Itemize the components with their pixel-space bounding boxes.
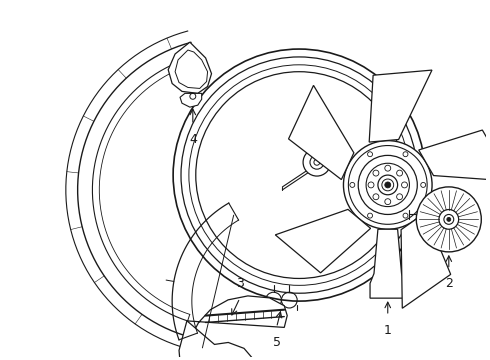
- Polygon shape: [188, 296, 287, 337]
- Circle shape: [303, 148, 331, 176]
- Circle shape: [447, 217, 451, 221]
- Text: 2: 2: [445, 278, 453, 291]
- Circle shape: [378, 175, 397, 195]
- Polygon shape: [168, 42, 212, 93]
- Text: 5: 5: [272, 336, 280, 348]
- Polygon shape: [179, 321, 261, 360]
- Circle shape: [173, 49, 425, 301]
- Circle shape: [385, 182, 391, 188]
- Polygon shape: [180, 93, 202, 107]
- Circle shape: [358, 156, 417, 215]
- Polygon shape: [369, 70, 432, 142]
- Circle shape: [343, 141, 432, 229]
- Text: 4: 4: [189, 133, 197, 146]
- Polygon shape: [419, 130, 490, 181]
- Polygon shape: [289, 85, 354, 180]
- Polygon shape: [401, 213, 451, 308]
- Text: 3: 3: [236, 277, 244, 290]
- Polygon shape: [370, 229, 406, 298]
- Text: 1: 1: [384, 324, 392, 337]
- Polygon shape: [275, 210, 370, 273]
- Circle shape: [439, 210, 459, 229]
- Circle shape: [416, 187, 481, 252]
